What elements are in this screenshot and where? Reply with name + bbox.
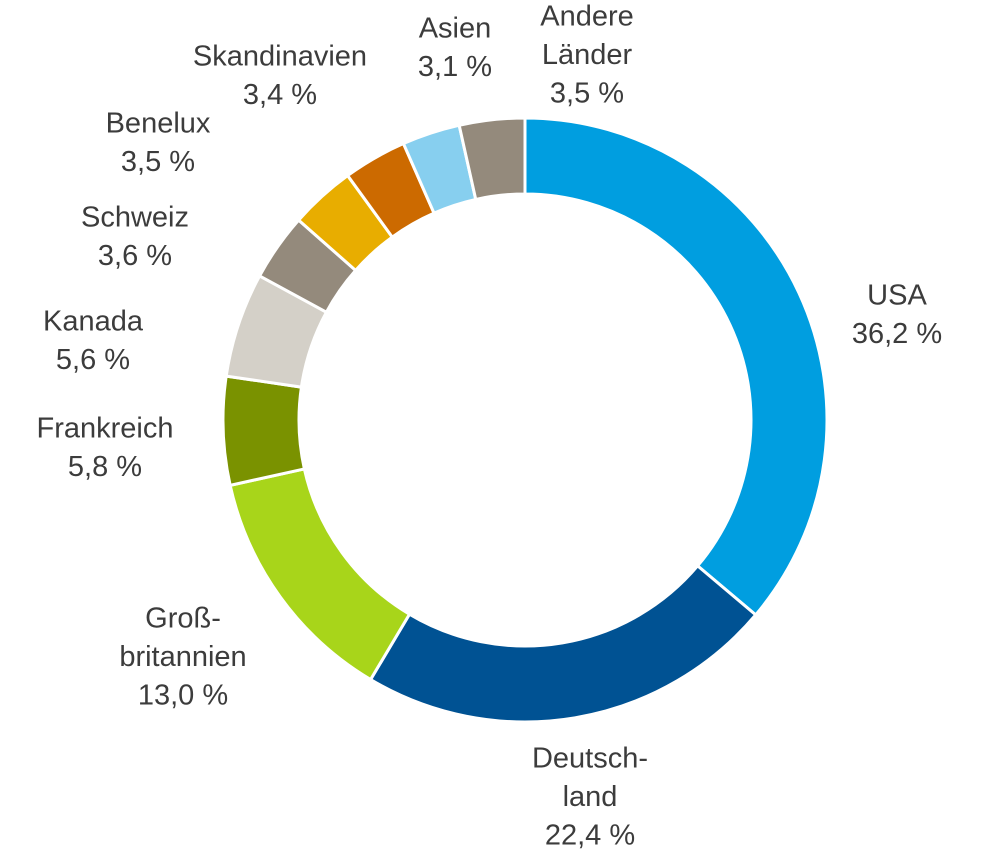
slice-label: Frankreich: [37, 413, 174, 445]
donut-slice: [228, 467, 412, 682]
value-label: 3,6 %: [98, 240, 172, 272]
slice-label: Andere: [540, 1, 634, 33]
value-label: 3,5 %: [550, 78, 624, 110]
slice-label: Deutsch-: [532, 743, 648, 775]
slice-label: Kanada: [43, 306, 144, 338]
donut-slice: [368, 563, 758, 724]
slice-label: Länder: [542, 39, 633, 71]
donut-slice: [523, 116, 829, 618]
value-label: 5,6 %: [56, 344, 130, 376]
value-label: 22,4 %: [545, 820, 635, 852]
value-label: 3,1 %: [418, 51, 492, 83]
value-label: 13,0 %: [138, 680, 228, 712]
slice-label: Skandinavien: [193, 41, 367, 73]
slice-label: Asien: [419, 13, 492, 45]
slice-label: Schweiz: [81, 202, 189, 234]
value-label: 5,8 %: [68, 451, 142, 483]
slice-label: USA: [867, 280, 927, 312]
slice-label: britannien: [119, 641, 246, 673]
slice-label: Benelux: [106, 108, 211, 140]
value-label: 3,4 %: [243, 79, 317, 111]
value-label: 3,5 %: [121, 146, 195, 178]
donut-slice: [457, 116, 527, 202]
donut-slice: [221, 374, 307, 488]
slice-label: land: [563, 781, 618, 813]
value-label: 36,2 %: [852, 318, 942, 350]
slice-label: Groß-: [145, 603, 221, 635]
